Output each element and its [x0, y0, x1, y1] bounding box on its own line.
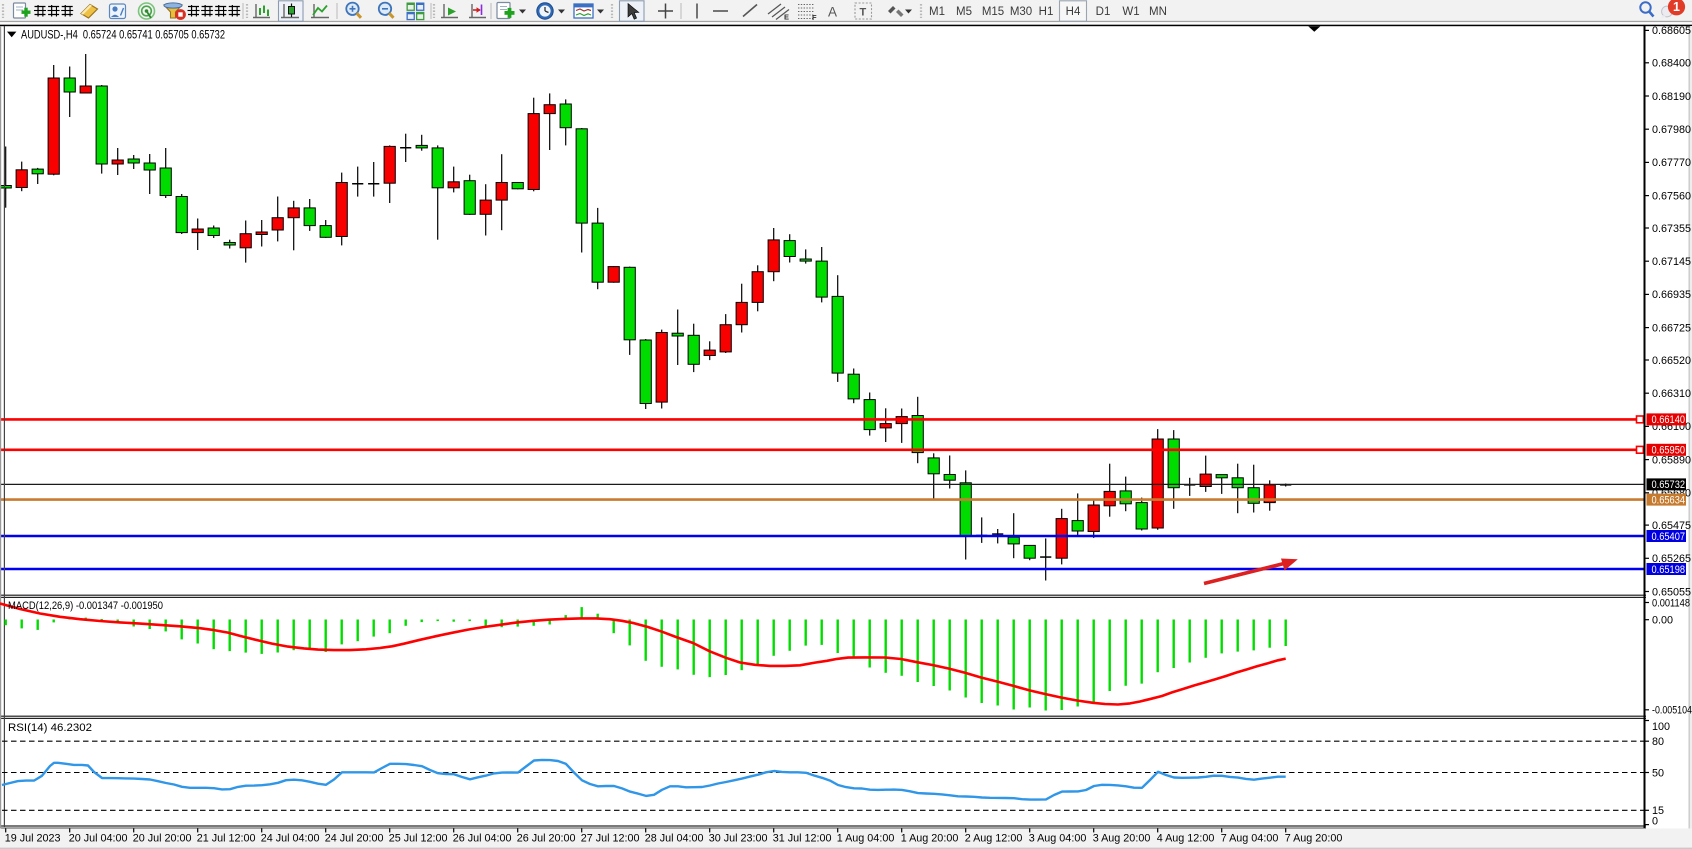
svg-text:0.65475: 0.65475	[1652, 520, 1691, 532]
svg-text:0.66725: 0.66725	[1652, 322, 1691, 334]
svg-text:7 Aug 20:00: 7 Aug 20:00	[1285, 833, 1343, 845]
svg-text:MN: MN	[1149, 6, 1167, 18]
svg-text:1 Aug 04:00: 1 Aug 04:00	[837, 833, 895, 845]
svg-text:24 Jul 04:00: 24 Jul 04:00	[261, 833, 320, 845]
svg-text:25 Jul 12:00: 25 Jul 12:00	[389, 833, 448, 845]
svg-text:30 Jul 23:00: 30 Jul 23:00	[709, 833, 768, 845]
svg-text:0.68605: 0.68605	[1652, 25, 1691, 37]
svg-text:0.67145: 0.67145	[1652, 256, 1691, 268]
svg-text:M15: M15	[982, 6, 1004, 18]
svg-text:MACD(12,26,9) -0.001347 -0.001: MACD(12,26,9) -0.001347 -0.001950	[8, 600, 163, 612]
svg-text:RSI(14) 46.2302: RSI(14) 46.2302	[8, 722, 92, 734]
svg-text:100: 100	[1652, 721, 1670, 733]
svg-text:20 Jul 20:00: 20 Jul 20:00	[133, 833, 192, 845]
svg-text:M1: M1	[929, 6, 945, 18]
svg-text:50: 50	[1652, 767, 1664, 779]
svg-text:0.68400: 0.68400	[1652, 58, 1691, 70]
svg-text:24 Jul 20:00: 24 Jul 20:00	[325, 833, 384, 845]
svg-text:W1: W1	[1122, 6, 1139, 18]
svg-text:0.65407: 0.65407	[1652, 531, 1686, 543]
svg-text:E: E	[784, 13, 789, 22]
svg-text:3 Aug 04:00: 3 Aug 04:00	[1029, 833, 1087, 845]
svg-text:20 Jul 04:00: 20 Jul 04:00	[69, 833, 128, 845]
svg-text:27 Jul 12:00: 27 Jul 12:00	[581, 833, 640, 845]
svg-text:H4: H4	[1066, 6, 1081, 18]
svg-text:28 Jul 04:00: 28 Jul 04:00	[645, 833, 704, 845]
svg-text:0.65950: 0.65950	[1652, 445, 1686, 457]
svg-text:2 Aug 12:00: 2 Aug 12:00	[965, 833, 1023, 845]
svg-text:26 Jul 04:00: 26 Jul 04:00	[453, 833, 512, 845]
svg-text:0.67980: 0.67980	[1652, 124, 1691, 136]
svg-text:0.65634: 0.65634	[1652, 494, 1686, 506]
svg-text:0.65890: 0.65890	[1652, 454, 1691, 466]
svg-text:D1: D1	[1096, 6, 1111, 18]
svg-text:M30: M30	[1010, 6, 1032, 18]
svg-text:0.65732: 0.65732	[1652, 479, 1686, 491]
svg-text:31 Jul 12:00: 31 Jul 12:00	[773, 833, 832, 845]
svg-text:0.67560: 0.67560	[1652, 190, 1691, 202]
svg-text:80: 80	[1652, 736, 1664, 748]
svg-text:F: F	[812, 13, 817, 22]
svg-text:0.001148: 0.001148	[1652, 597, 1690, 609]
svg-text:-0.005104: -0.005104	[1652, 705, 1692, 717]
svg-text:26 Jul 20:00: 26 Jul 20:00	[517, 833, 576, 845]
svg-text:0.65198: 0.65198	[1652, 564, 1686, 576]
svg-text:0.67770: 0.67770	[1652, 157, 1691, 169]
svg-text:0.67355: 0.67355	[1652, 223, 1691, 235]
svg-text:19 Jul 2023: 19 Jul 2023	[5, 833, 61, 845]
svg-text:21 Jul 12:00: 21 Jul 12:00	[197, 833, 256, 845]
svg-text:AUDUSD-,H4 0.65724 0.65741 0.: AUDUSD-,H4 0.65724 0.65741 0.65705 0.657…	[21, 30, 225, 42]
svg-text:4 Aug 12:00: 4 Aug 12:00	[1157, 833, 1215, 845]
svg-text:0.66520: 0.66520	[1652, 355, 1691, 367]
svg-text:1: 1	[1673, 0, 1680, 14]
svg-text:M5: M5	[956, 6, 972, 18]
svg-text:0.66310: 0.66310	[1652, 388, 1691, 400]
svg-text:0.66935: 0.66935	[1652, 289, 1691, 301]
svg-text:H1: H1	[1039, 6, 1054, 18]
svg-text:0: 0	[1652, 815, 1658, 827]
svg-text:0.65055: 0.65055	[1652, 586, 1691, 598]
svg-text:A: A	[828, 5, 837, 20]
svg-text:7 Aug 04:00: 7 Aug 04:00	[1221, 833, 1279, 845]
svg-text:T: T	[860, 7, 867, 19]
svg-text:0.66140: 0.66140	[1652, 414, 1686, 426]
svg-text:0.00: 0.00	[1652, 615, 1673, 627]
svg-text:15: 15	[1652, 805, 1664, 817]
svg-text:1 Aug 20:00: 1 Aug 20:00	[901, 833, 959, 845]
svg-text:0.68190: 0.68190	[1652, 91, 1691, 103]
svg-text:0.65265: 0.65265	[1652, 553, 1691, 565]
svg-text:3 Aug 20:00: 3 Aug 20:00	[1093, 833, 1151, 845]
